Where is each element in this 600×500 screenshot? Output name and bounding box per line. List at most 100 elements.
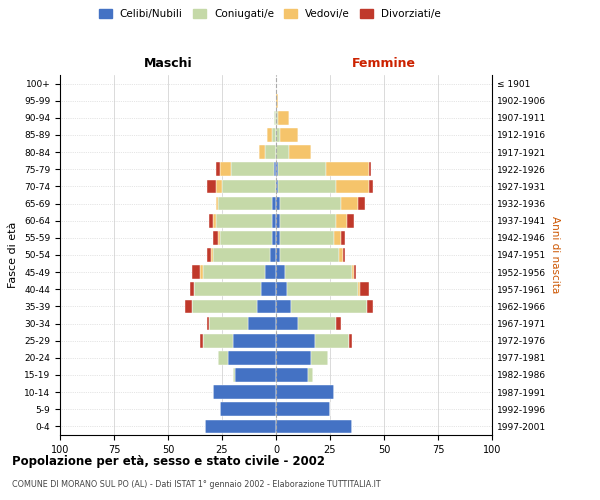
Bar xyxy=(257,300,276,314)
Text: Popolazione per età, sesso e stato civile - 2002: Popolazione per età, sesso e stato civil… xyxy=(12,455,325,468)
Bar xyxy=(276,300,291,314)
Bar xyxy=(349,334,352,347)
Bar xyxy=(207,316,209,330)
Bar xyxy=(276,180,278,194)
Bar xyxy=(194,282,261,296)
Bar xyxy=(338,248,343,262)
Bar xyxy=(276,196,280,210)
Bar xyxy=(268,128,272,142)
Bar xyxy=(315,334,349,347)
Bar xyxy=(341,231,345,244)
Bar xyxy=(276,334,315,347)
Bar xyxy=(200,266,203,279)
Bar xyxy=(341,196,358,210)
Legend: Celibi/Nubili, Coniugati/e, Vedovi/e, Divorziati/e: Celibi/Nubili, Coniugati/e, Vedovi/e, Di… xyxy=(95,5,445,24)
Bar xyxy=(272,128,276,142)
Bar xyxy=(369,162,371,176)
Bar xyxy=(289,146,311,159)
Bar xyxy=(276,248,280,262)
Bar xyxy=(347,214,354,228)
Bar xyxy=(272,214,276,228)
Bar xyxy=(298,316,337,330)
Bar xyxy=(235,368,276,382)
Bar xyxy=(220,402,276,416)
Bar xyxy=(276,402,330,416)
Bar xyxy=(261,282,276,296)
Bar xyxy=(287,282,358,296)
Bar xyxy=(214,214,215,228)
Bar xyxy=(185,300,192,314)
Bar xyxy=(352,266,354,279)
Bar xyxy=(280,128,298,142)
Bar xyxy=(274,111,276,124)
Bar xyxy=(215,214,272,228)
Y-axis label: Anni di nascita: Anni di nascita xyxy=(550,216,560,294)
Bar xyxy=(276,266,284,279)
Bar xyxy=(276,316,298,330)
Bar xyxy=(276,351,311,364)
Bar xyxy=(209,214,214,228)
Bar xyxy=(276,231,280,244)
Bar xyxy=(200,334,203,347)
Bar xyxy=(222,180,276,194)
Text: COMUNE DI MORANO SUL PO (AL) - Dati ISTAT 1° gennaio 2002 - Elaborazione TUTTITA: COMUNE DI MORANO SUL PO (AL) - Dati ISTA… xyxy=(12,480,380,489)
Bar xyxy=(220,231,272,244)
Bar xyxy=(259,146,265,159)
Bar xyxy=(276,146,289,159)
Bar xyxy=(358,196,365,210)
Bar xyxy=(215,196,218,210)
Bar xyxy=(276,368,308,382)
Bar xyxy=(214,386,276,399)
Bar xyxy=(280,248,338,262)
Bar xyxy=(248,316,276,330)
Bar xyxy=(233,368,235,382)
Bar xyxy=(337,316,341,330)
Bar xyxy=(214,231,218,244)
Bar xyxy=(209,316,248,330)
Bar xyxy=(358,282,360,296)
Bar xyxy=(278,180,337,194)
Bar xyxy=(269,248,276,262)
Bar xyxy=(308,368,313,382)
Bar xyxy=(276,128,280,142)
Bar xyxy=(276,214,280,228)
Bar xyxy=(284,266,352,279)
Bar xyxy=(203,334,233,347)
Text: Femmine: Femmine xyxy=(352,57,416,70)
Bar xyxy=(278,111,289,124)
Bar xyxy=(367,300,373,314)
Bar xyxy=(230,162,274,176)
Bar xyxy=(211,248,214,262)
Bar xyxy=(280,231,334,244)
Bar xyxy=(337,214,347,228)
Bar xyxy=(343,248,345,262)
Bar xyxy=(278,162,326,176)
Bar xyxy=(203,266,265,279)
Bar xyxy=(190,282,194,296)
Bar xyxy=(311,351,328,364)
Bar xyxy=(218,196,272,210)
Bar xyxy=(233,334,276,347)
Bar xyxy=(334,231,341,244)
Bar xyxy=(272,231,276,244)
Bar xyxy=(291,300,367,314)
Bar xyxy=(218,351,229,364)
Bar xyxy=(276,282,287,296)
Bar xyxy=(276,94,278,108)
Bar xyxy=(360,282,369,296)
Bar xyxy=(215,162,220,176)
Bar xyxy=(280,214,337,228)
Bar xyxy=(215,180,222,194)
Bar xyxy=(192,266,200,279)
Bar xyxy=(214,248,269,262)
Bar xyxy=(229,351,276,364)
Bar xyxy=(354,266,356,279)
Bar xyxy=(276,111,278,124)
Bar xyxy=(276,420,352,434)
Bar xyxy=(280,196,341,210)
Bar xyxy=(218,231,220,244)
Bar xyxy=(369,180,373,194)
Bar xyxy=(220,162,230,176)
Bar xyxy=(272,196,276,210)
Bar xyxy=(207,180,215,194)
